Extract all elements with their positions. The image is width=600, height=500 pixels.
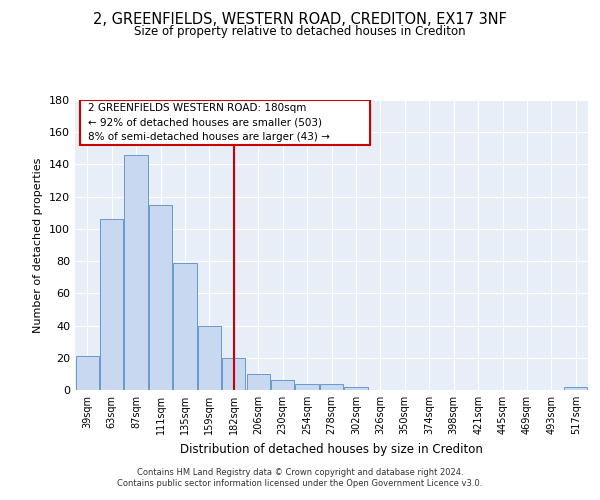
Bar <box>564 387 587 390</box>
Text: 2 GREENFIELDS WESTERN ROAD: 180sqm: 2 GREENFIELDS WESTERN ROAD: 180sqm <box>88 104 306 114</box>
Bar <box>295 384 319 390</box>
Bar <box>271 380 294 390</box>
Bar <box>320 384 343 390</box>
Text: 2, GREENFIELDS, WESTERN ROAD, CREDITON, EX17 3NF: 2, GREENFIELDS, WESTERN ROAD, CREDITON, … <box>93 12 507 28</box>
Bar <box>124 155 148 390</box>
Bar <box>100 219 123 390</box>
Bar <box>247 374 270 390</box>
Y-axis label: Number of detached properties: Number of detached properties <box>34 158 43 332</box>
FancyBboxPatch shape <box>80 100 370 145</box>
X-axis label: Distribution of detached houses by size in Crediton: Distribution of detached houses by size … <box>180 442 483 456</box>
Text: Contains HM Land Registry data © Crown copyright and database right 2024.
Contai: Contains HM Land Registry data © Crown c… <box>118 468 482 487</box>
Bar <box>149 204 172 390</box>
Bar <box>198 326 221 390</box>
Text: Size of property relative to detached houses in Crediton: Size of property relative to detached ho… <box>134 25 466 38</box>
Bar <box>173 262 197 390</box>
Text: ← 92% of detached houses are smaller (503): ← 92% of detached houses are smaller (50… <box>88 118 322 128</box>
Bar <box>76 356 99 390</box>
Bar <box>222 358 245 390</box>
Text: 8% of semi-detached houses are larger (43) →: 8% of semi-detached houses are larger (4… <box>88 132 330 141</box>
Bar <box>344 387 368 390</box>
